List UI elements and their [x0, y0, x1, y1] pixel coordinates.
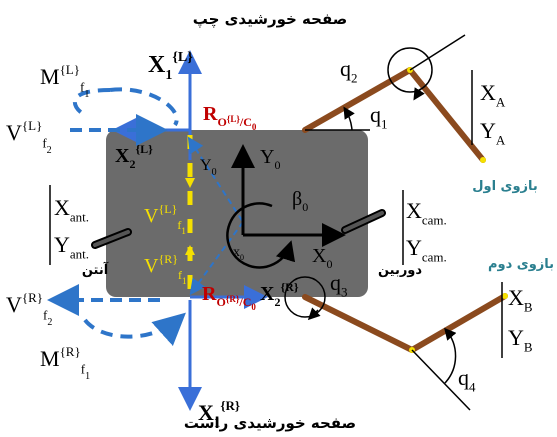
arm2-label: بازوی دوم — [488, 257, 554, 272]
label-x0: X0 — [312, 245, 332, 271]
label-vfl2: V{L}f2 — [6, 118, 52, 156]
label-yant: Yant. — [54, 232, 89, 262]
label-y0_small: Y0 — [200, 157, 217, 178]
left-panel-title: صفحه خورشیدی چپ — [193, 10, 347, 29]
label-mfl: M{L}f1 — [40, 62, 89, 100]
r-right-vector — [189, 221, 244, 296]
label-xb: XB — [508, 285, 533, 315]
label-vf1r: V{R}f1 — [144, 252, 186, 286]
label-mfr: M{R}f1 — [40, 344, 90, 382]
label-vf1l: V{L}f1 — [144, 202, 186, 236]
label-q4: q4 — [458, 365, 476, 395]
vf1-right-arrow — [185, 245, 195, 255]
label-ya: YA — [480, 118, 506, 148]
label-y0: Y0 — [260, 146, 280, 172]
label-rr: RO{R}/C0 — [202, 283, 256, 312]
q2-arc — [387, 47, 433, 93]
mf-left-arc — [109, 87, 179, 127]
label-x1l: X1{L} — [148, 50, 193, 83]
antenna-label: آنتن — [82, 261, 109, 278]
arm-a-link2 — [407, 67, 486, 163]
arm-b-link2 — [409, 293, 508, 353]
label-vfr2: V{R}f2 — [6, 290, 52, 328]
label-ycam: Ycam. — [406, 235, 447, 265]
label-x2l: X2{L} — [115, 142, 153, 171]
arm-a-link1 — [302, 67, 413, 133]
label-xcam: Xcam. — [406, 198, 447, 228]
arm1-label: بازوی اول — [472, 179, 538, 194]
label-x2r: X2{R} — [260, 280, 299, 309]
label-q1: q1 — [370, 102, 388, 132]
vf1-left-arrow — [185, 178, 195, 188]
label-yb: YB — [508, 325, 533, 355]
label-rl: RO{L}/C0 — [203, 103, 257, 132]
label-x1r: X1{R} — [198, 398, 240, 430]
label-q3: q3 — [330, 270, 348, 300]
beta0-arc — [226, 202, 296, 269]
label-x0_small: x0 — [233, 245, 244, 262]
label-q2: q2 — [340, 56, 358, 86]
q4-arc — [444, 327, 457, 384]
q1-arc — [343, 106, 355, 131]
label-beta0: β0 — [292, 188, 308, 214]
mf-right-arc — [83, 312, 186, 346]
right-panel-title: صفحه خورشیدی راست — [184, 414, 356, 432]
label-xant: Xant. — [54, 195, 89, 225]
q3-arc — [284, 276, 326, 318]
label-xa: XA — [480, 80, 506, 110]
camera-label: دوربین — [378, 263, 422, 278]
arm-b-link1 — [302, 294, 415, 353]
r-left-vector — [187, 136, 244, 223]
